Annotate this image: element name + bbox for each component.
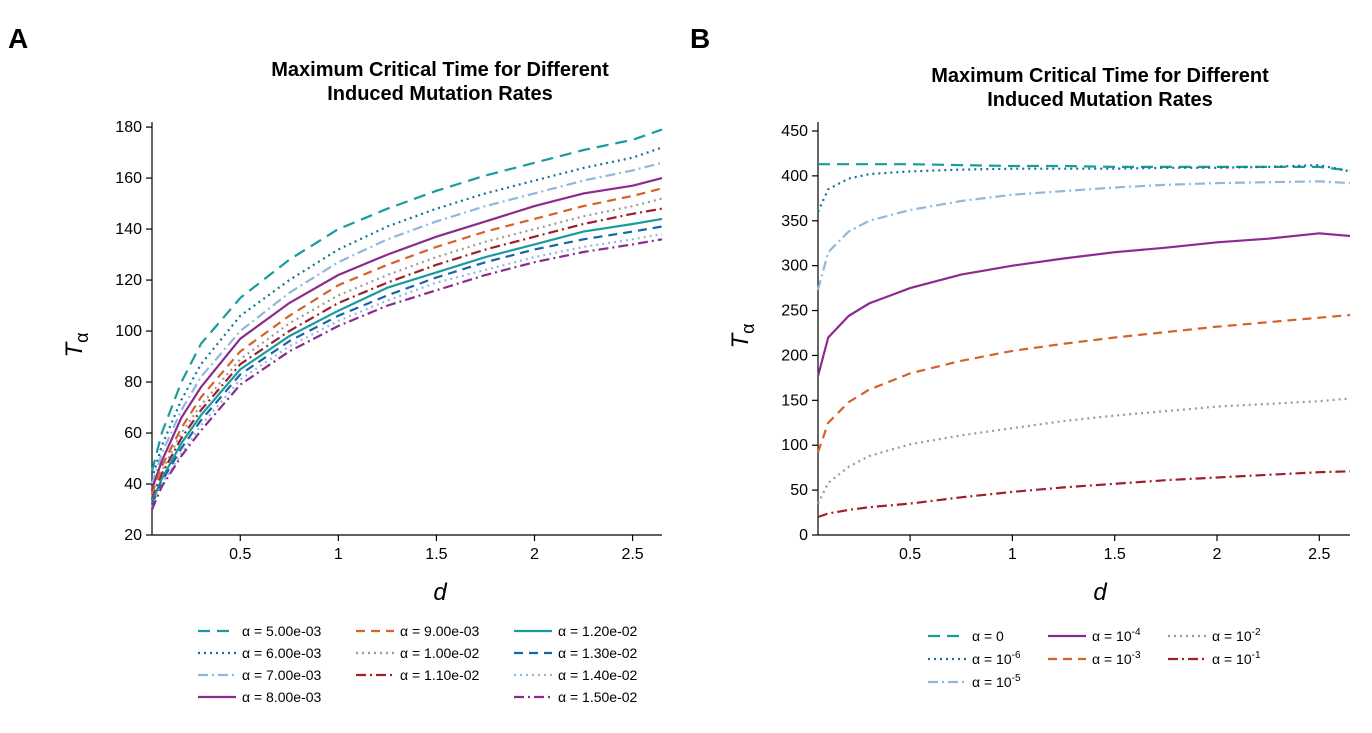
chart-b-series-line-3 [816, 180, 1351, 291]
legend-b-label-7: α = 10-1 [1212, 650, 1261, 667]
chart-a-y-tick-label: 60 [124, 425, 142, 442]
chart-b-y-axis-label-sub: α [738, 323, 758, 333]
chart-a-x-tick-label: 2 [530, 546, 539, 563]
chart-a-y-axis-label-main: T [61, 341, 88, 358]
panel-label-a: A [8, 23, 28, 54]
chart-b-legend: α = 0 α = 10-6 α = 10-5 α = 10-4 α = 10-3 α =… [928, 627, 1261, 690]
chart-b-y-tick-label: 450 [781, 123, 808, 140]
chart-b-y-tick-label: 250 [781, 303, 808, 320]
chart-b-y-tick-label: 300 [781, 258, 808, 275]
chart-b-x-axis-label: d [1093, 579, 1107, 606]
panel-a: A Maximum Critical Time for Different In… [8, 23, 663, 705]
chart-b-x-tick-label: 2 [1213, 546, 1222, 563]
chart-a-series-line-5 [150, 187, 663, 495]
legend-a-label-2: α = 6.00e-03 [242, 645, 322, 661]
legend-a-label-4: α = 8.00e-03 [242, 689, 322, 705]
chart-a-x-tick-label: 1 [334, 546, 343, 563]
panel-b: B Maximum Critical Time for Different In… [690, 23, 1351, 690]
legend-a-label-8: α = 1.20e-02 [558, 623, 638, 639]
chart-a-y-tick-label: 100 [115, 323, 142, 340]
chart-a-y-tick-label: 180 [115, 119, 142, 136]
chart-b-y-axis-label: Tα [727, 323, 758, 348]
chart-a-x-tick-label: 0.5 [229, 546, 251, 563]
chart-b-series-line-6 [817, 397, 1351, 505]
legend-b-label-4: α = 10-4 [1092, 627, 1141, 644]
chart-b-y-tick-label: 50 [790, 482, 808, 499]
legend-a-label-10: α = 1.40e-02 [558, 667, 638, 683]
chart-b-series-line-5 [816, 313, 1351, 453]
chart-b-series-line-1 [818, 163, 1351, 172]
chart-a-series-line-4 [150, 177, 663, 490]
panel-label-b: B [690, 23, 710, 54]
chart-a-series-line-2 [150, 146, 663, 480]
legend-b-label-3: α = 10-5 [972, 673, 1021, 690]
chart-a-y-tick-label: 20 [124, 527, 142, 544]
legend-b-label-6: α = 10-2 [1212, 627, 1261, 644]
chart-b-title-line-2: Induced Mutation Rates [987, 89, 1213, 111]
chart-b-y-axis-label-main: T [727, 332, 754, 349]
chart-b-y-tick-label: 150 [781, 392, 808, 409]
chart-b-x-tick-label: 0.5 [899, 546, 921, 563]
chart-a-y-tick-label: 140 [115, 221, 142, 238]
legend-a-label-6: α = 1.00e-02 [400, 645, 480, 661]
chart-b-y-tick-label: 200 [781, 347, 808, 364]
chart-a-x-tick-label: 1.5 [425, 546, 447, 563]
chart-b-title-line-1: Maximum Critical Time for Different [931, 65, 1269, 87]
chart-a-series-line-7 [150, 207, 663, 500]
legend-b-label-2: α = 10-6 [972, 650, 1021, 667]
legend-a-label-1: α = 5.00e-03 [242, 623, 322, 639]
chart-b-y-tick-label: 0 [799, 527, 808, 544]
chart-b-series-line-2 [816, 163, 1351, 213]
chart-a-series-line-1 [150, 128, 663, 472]
chart-a-series-line-10 [150, 233, 663, 508]
legend-a-label-3: α = 7.00e-03 [242, 667, 322, 683]
chart-b-y-tick-label: 350 [781, 213, 808, 230]
chart-a-x-tick-label: 2.5 [621, 546, 643, 563]
chart-a-title-line-1: Maximum Critical Time for Different [271, 59, 609, 81]
chart-a-y-axis-label-sub: α [72, 332, 92, 342]
chart-a-series-line-3 [150, 161, 663, 485]
chart-a-y-tick-label: 80 [124, 374, 142, 391]
chart-a-series-line-6 [150, 197, 663, 498]
chart-b-y-tick-label: 400 [781, 168, 808, 185]
legend-a-label-11: α = 1.50e-02 [558, 689, 638, 705]
chart-a-y-tick-label: 120 [115, 272, 142, 289]
chart-b-x-tick-label: 1.5 [1104, 546, 1126, 563]
chart-a-y-tick-label: 160 [115, 170, 142, 187]
chart-a-y-axis-label: Tα [61, 332, 92, 357]
legend-a-label-9: α = 1.30e-02 [558, 645, 638, 661]
chart-b-series-line-7 [817, 470, 1351, 519]
chart-a-x-axis-label: d [433, 579, 447, 606]
chart-b-x-tick-label: 2.5 [1308, 546, 1330, 563]
legend-b-label-5: α = 10-3 [1092, 650, 1141, 667]
legend-a-label-5: α = 9.00e-03 [400, 623, 480, 639]
chart-b-series-line-4 [816, 232, 1351, 377]
legend-a-label-7: α = 1.10e-02 [400, 667, 480, 683]
chart-b-x-tick-label: 1 [1008, 546, 1017, 563]
chart-a-series-line-8 [150, 217, 663, 503]
chart-b-y-tick-label: 100 [781, 437, 808, 454]
chart-a-y-tick-label: 40 [124, 476, 142, 493]
chart-a-series-line-11 [150, 238, 663, 510]
chart-a-legend: α = 5.00e-03 α = 6.00e-03 α = 7.00e-03 α = … [198, 623, 638, 705]
chart-a-title-line-2: Induced Mutation Rates [327, 83, 553, 105]
legend-b-label-1: α = 0 [972, 628, 1004, 644]
